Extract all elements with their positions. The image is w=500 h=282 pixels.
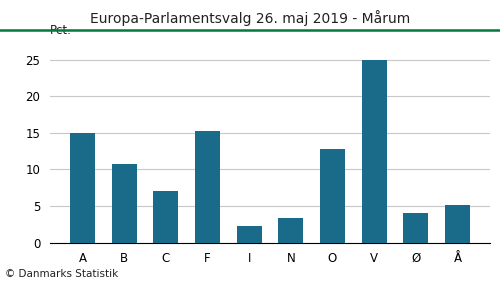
- Bar: [278, 218, 303, 243]
- Bar: [445, 204, 470, 243]
- Bar: [236, 226, 262, 243]
- Bar: [112, 164, 136, 243]
- Bar: [362, 60, 386, 243]
- Bar: [195, 131, 220, 243]
- Text: © Danmarks Statistik: © Danmarks Statistik: [5, 269, 118, 279]
- Bar: [154, 191, 178, 243]
- Text: Pct.: Pct.: [50, 24, 72, 37]
- Text: Europa-Parlamentsvalg 26. maj 2019 - Mårum: Europa-Parlamentsvalg 26. maj 2019 - Mår…: [90, 10, 410, 26]
- Bar: [70, 133, 95, 243]
- Bar: [404, 213, 428, 243]
- Bar: [320, 149, 345, 243]
